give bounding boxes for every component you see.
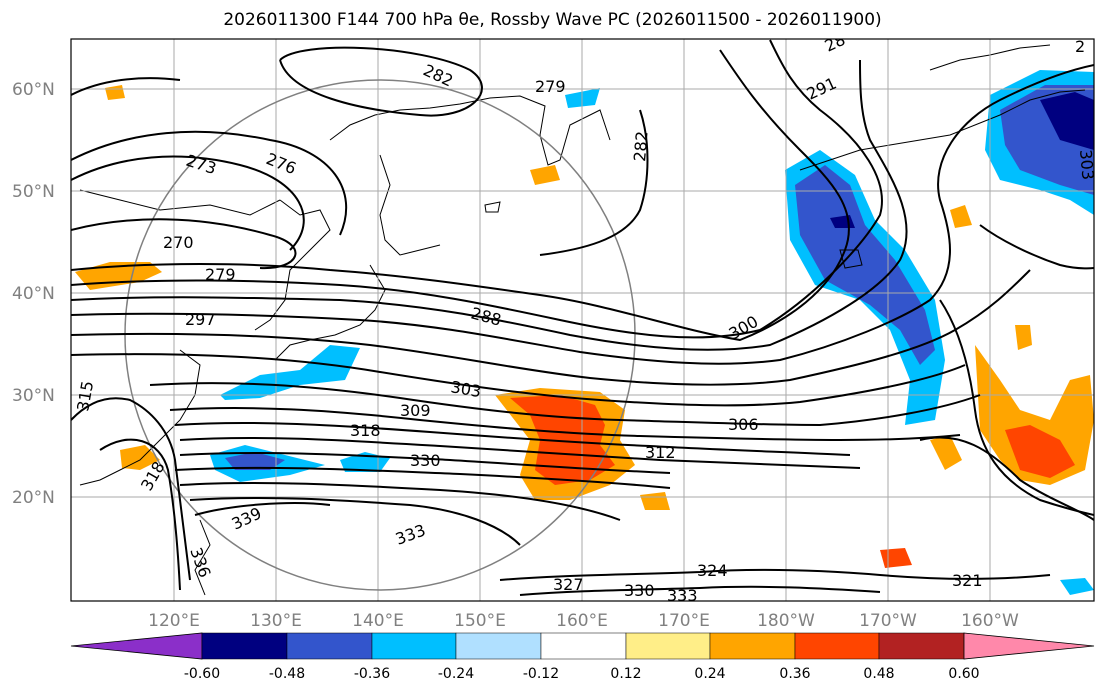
colorbar-label: -0.48 — [269, 666, 305, 682]
positive-anomaly-region — [510, 395, 615, 485]
positive-anomaly-region — [640, 492, 670, 510]
contour-label: 306 — [728, 415, 759, 434]
colorbar: -0.60 -0.48 -0.36 -0.24 -0.12 0.12 0.24 … — [70, 632, 1095, 682]
contour-label: 303 — [1076, 149, 1098, 181]
contour-label: 309 — [400, 401, 431, 420]
lat-label: 40°N — [12, 284, 55, 304]
latitude-labels: 60°N 50°N 40°N 30°N 20°N — [12, 80, 55, 508]
positive-anomaly-region — [1005, 425, 1075, 478]
colorbar-segment — [201, 632, 288, 660]
positive-anomaly-region — [930, 435, 962, 470]
positive-anomaly-region — [950, 205, 972, 228]
colorbar-segment — [371, 632, 457, 660]
colorbar-segment — [709, 632, 796, 660]
contour-label: 324 — [697, 561, 728, 580]
contour-label: 333 — [667, 586, 698, 605]
colorbar-segment — [794, 632, 880, 660]
lon-label: 160°W — [961, 611, 1019, 631]
map-title: 2026011300 F144 700 hPa θe, Rossby Wave … — [223, 10, 882, 30]
contour-label: 279 — [205, 265, 236, 284]
colorbar-segment — [625, 632, 711, 660]
colorbar-segment — [878, 632, 965, 660]
contour-label: 327 — [553, 575, 584, 594]
negative-anomaly-region — [1060, 578, 1094, 595]
contour-label: 297 — [185, 310, 216, 329]
colorbar-label: 0.36 — [779, 666, 810, 682]
lon-label: 160°E — [556, 611, 608, 631]
contour-label: 270 — [163, 233, 194, 252]
contour-label: 318 — [350, 421, 381, 440]
colorbar-label: -0.60 — [184, 666, 220, 682]
positive-anomaly-region — [530, 165, 560, 185]
theta-e-contours — [71, 39, 1094, 596]
negative-anomaly-region — [220, 345, 360, 400]
colorbar-label: -0.24 — [438, 666, 474, 682]
colorbar-label: 0.24 — [694, 666, 725, 682]
colorbar-label: 0.12 — [610, 666, 641, 682]
positive-anomaly-region — [120, 445, 160, 470]
colorbar-segment — [455, 632, 542, 660]
colorbar-left-extension — [70, 632, 203, 660]
lat-label: 50°N — [12, 182, 55, 202]
contour-label: 279 — [535, 77, 566, 96]
lon-label: 130°E — [250, 611, 302, 631]
colorbar-label: -0.12 — [523, 666, 559, 682]
contour-label: 321 — [952, 571, 983, 590]
lat-label: 30°N — [12, 386, 55, 406]
colorbar-label: -0.36 — [354, 666, 390, 682]
lon-label: 120°E — [148, 611, 200, 631]
anomaly-shading — [75, 70, 1094, 595]
lon-label: 180°W — [757, 611, 815, 631]
colorbar-label: 0.48 — [863, 666, 894, 682]
colorbar-segment — [540, 632, 627, 660]
lon-label: 170°E — [658, 611, 710, 631]
lon-label: 140°E — [352, 611, 404, 631]
colorbar-label: 0.60 — [948, 666, 979, 682]
negative-anomaly-region — [1040, 92, 1094, 150]
contour-label: 330 — [410, 451, 441, 470]
lat-label: 20°N — [12, 488, 55, 508]
lat-label: 60°N — [12, 80, 55, 100]
colorbar-segment — [286, 632, 373, 660]
lon-label: 170°W — [859, 611, 917, 631]
graticule — [71, 39, 1094, 601]
negative-anomaly-region — [795, 165, 935, 365]
negative-anomaly-region — [225, 452, 285, 470]
colorbar-right-extension — [963, 632, 1095, 660]
map-frame — [70, 38, 1095, 602]
contour-label: 330 — [624, 581, 655, 600]
contour-label: 2 — [1075, 37, 1085, 56]
contour-label: 312 — [645, 443, 676, 462]
longitude-labels: 120°E 130°E 140°E 150°E 160°E 170°E 180°… — [148, 611, 1019, 631]
positive-anomaly-region — [1015, 325, 1032, 350]
lon-label: 150°E — [454, 611, 506, 631]
contour-label: 282 — [630, 130, 652, 162]
